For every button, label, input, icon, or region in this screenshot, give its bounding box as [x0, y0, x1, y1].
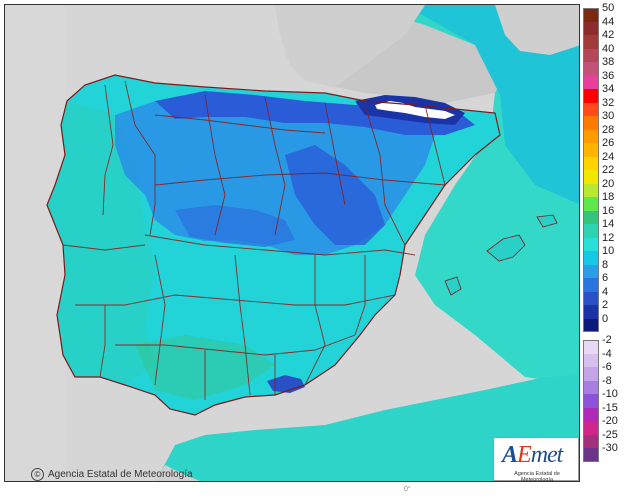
north-mountains-colder	[155, 91, 475, 135]
legend-swatch	[583, 143, 599, 157]
province-boundaries	[62, 80, 446, 400]
legend-label: 18	[602, 191, 615, 203]
legend-label: -15	[602, 401, 618, 414]
legend-swatch	[583, 8, 599, 22]
africa-land	[156, 375, 579, 481]
legend-label: 24	[602, 150, 615, 163]
legend-swatch	[583, 421, 599, 435]
legend-swatch	[583, 278, 599, 292]
legend-swatch	[583, 35, 599, 49]
legend-label: 0	[602, 312, 609, 325]
france-east	[495, 5, 579, 55]
credit-text: Agencia Estatal de Meteorología	[48, 469, 193, 481]
legend-label: -20	[602, 415, 618, 427]
legend-label: 16	[602, 204, 615, 217]
legend-swatch	[583, 291, 599, 305]
legend-swatch	[583, 380, 599, 394]
legend-label: 26	[602, 137, 615, 149]
legend-swatch	[583, 75, 599, 89]
legend-swatch	[583, 264, 599, 278]
legend-label: 28	[602, 123, 615, 136]
map-canvas	[5, 5, 579, 481]
legend-swatch	[583, 305, 599, 319]
legend-label: 50	[602, 2, 615, 14]
menorca	[536, 214, 558, 228]
temperature-legend: 50 44 42 40 38 36 34 32 30 28 26 24 22 20 18 16 14 12 10 8 6…	[583, 2, 629, 484]
central-system-cold	[175, 205, 295, 247]
legend-label: 6	[602, 272, 609, 284]
legend-swatch	[583, 21, 599, 35]
mediterranean-deep	[405, 5, 579, 205]
pyrenees-snow	[375, 101, 455, 119]
legend-swatch	[583, 62, 599, 76]
legend-border-negative	[583, 340, 599, 462]
legend-swatch	[583, 340, 599, 354]
legend-label: 32	[602, 96, 615, 109]
legend-swatch	[583, 407, 599, 421]
legend-label: -4	[602, 347, 612, 360]
legend-swatch	[583, 129, 599, 143]
legend-label: 44	[602, 15, 615, 28]
legend-label: 34	[602, 83, 615, 95]
temperature-map: © Agencia Estatal de Meteorología AEmet A…	[4, 4, 580, 482]
legend-label: 12	[602, 231, 615, 244]
legend-swatch	[583, 170, 599, 184]
copyright-icon: ©	[31, 468, 44, 481]
logo-letter-a: A	[502, 442, 518, 468]
legend-swatch	[583, 224, 599, 238]
legend-label: -8	[602, 374, 612, 387]
legend-label: -2	[602, 334, 612, 346]
legend-swatch	[583, 102, 599, 116]
atlantic-sea	[5, 5, 65, 481]
logo-letters-met: met	[530, 442, 564, 468]
aemet-logo-word: AEmet	[502, 442, 564, 469]
legend-swatch	[583, 237, 599, 251]
legend-label: -10	[602, 388, 618, 400]
mallorca	[486, 234, 526, 262]
legend-swatch	[583, 197, 599, 211]
legend-swatch	[583, 183, 599, 197]
aemet-logo: AEmet Agencia Estatal de Meteorología	[493, 437, 579, 481]
legend-label: 38	[602, 56, 615, 68]
legend-label: -6	[602, 361, 612, 373]
legend-swatch	[583, 367, 599, 381]
legend-swatch	[583, 251, 599, 265]
longitude-tick: 0°	[404, 486, 411, 493]
africa-gray	[156, 465, 200, 481]
legend-label: -25	[602, 428, 618, 441]
france-land-top	[275, 5, 425, 87]
legend-label: -30	[602, 442, 618, 454]
legend-label: 8	[602, 258, 609, 271]
iberian-system-cold	[285, 145, 385, 245]
legend-label: 2	[602, 299, 609, 311]
legend-label: 22	[602, 164, 615, 176]
legend-swatch	[583, 48, 599, 62]
legend-label: 4	[602, 285, 609, 298]
legend-label: 42	[602, 29, 615, 41]
ibiza	[444, 276, 462, 296]
legend-swatch	[583, 318, 599, 332]
legend-swatch	[583, 156, 599, 170]
aemet-logo-subtitle: Agencia Estatal de Meteorología	[514, 471, 560, 482]
legend-label: 10	[602, 245, 615, 257]
legend-label: 30	[602, 110, 615, 122]
coastline	[46, 74, 501, 416]
legend-swatch	[583, 434, 599, 448]
legend-swatch	[583, 353, 599, 367]
legend-label: 36	[602, 69, 615, 82]
legend-swatch	[583, 448, 599, 462]
copyright-credit: © Agencia Estatal de Meteorología	[31, 468, 193, 481]
legend-label: 14	[602, 218, 615, 230]
legend-label: 40	[602, 42, 615, 55]
legend-swatch	[583, 210, 599, 224]
legend-swatch	[583, 394, 599, 408]
legend-swatch	[583, 89, 599, 103]
legend-label: 20	[602, 177, 615, 190]
legend-swatch	[583, 116, 599, 130]
logo-letter-e: E	[517, 442, 532, 468]
